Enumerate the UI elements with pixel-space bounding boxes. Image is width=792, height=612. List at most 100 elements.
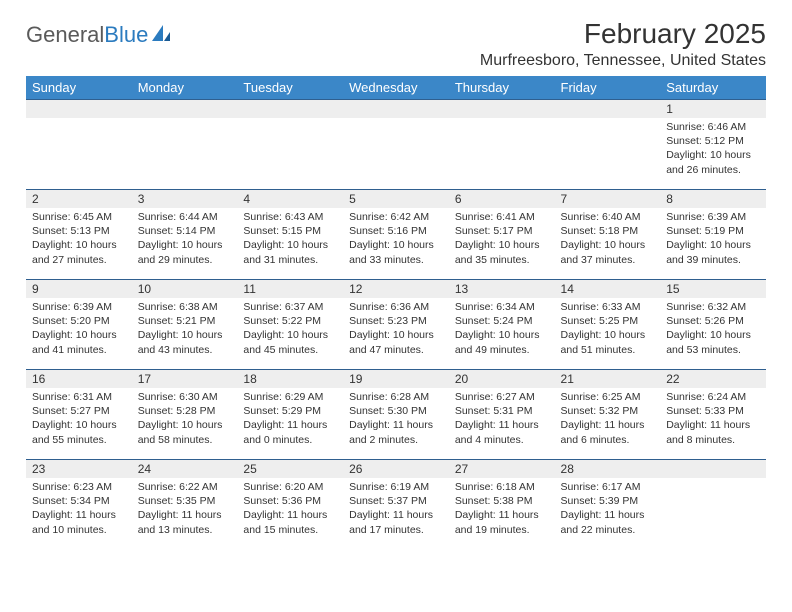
day-number: 27	[449, 460, 555, 478]
day-detail: Sunrise: 6:27 AMSunset: 5:31 PMDaylight:…	[449, 388, 555, 451]
day-number: 21	[555, 370, 661, 388]
day-detail: Sunrise: 6:20 AMSunset: 5:36 PMDaylight:…	[237, 478, 343, 541]
calendar-cell: 26Sunrise: 6:19 AMSunset: 5:37 PMDayligh…	[343, 460, 449, 550]
day-number: 1	[660, 100, 766, 118]
calendar-cell	[237, 100, 343, 190]
day-number-empty	[26, 100, 132, 118]
day-detail: Sunrise: 6:41 AMSunset: 5:17 PMDaylight:…	[449, 208, 555, 271]
day-detail: Sunrise: 6:24 AMSunset: 5:33 PMDaylight:…	[660, 388, 766, 451]
day-number: 22	[660, 370, 766, 388]
day-detail: Sunrise: 6:33 AMSunset: 5:25 PMDaylight:…	[555, 298, 661, 361]
weekday-header: Tuesday	[237, 76, 343, 100]
day-detail: Sunrise: 6:37 AMSunset: 5:22 PMDaylight:…	[237, 298, 343, 361]
day-detail: Sunrise: 6:22 AMSunset: 5:35 PMDaylight:…	[132, 478, 238, 541]
day-detail: Sunrise: 6:34 AMSunset: 5:24 PMDaylight:…	[449, 298, 555, 361]
calendar-cell: 1Sunrise: 6:46 AMSunset: 5:12 PMDaylight…	[660, 100, 766, 190]
day-number: 8	[660, 190, 766, 208]
calendar-cell: 18Sunrise: 6:29 AMSunset: 5:29 PMDayligh…	[237, 370, 343, 460]
weekday-header: Monday	[132, 76, 238, 100]
day-number: 11	[237, 280, 343, 298]
day-number: 2	[26, 190, 132, 208]
weekday-header: Saturday	[660, 76, 766, 100]
day-detail: Sunrise: 6:28 AMSunset: 5:30 PMDaylight:…	[343, 388, 449, 451]
title-block: February 2025 Murfreesboro, Tennessee, U…	[480, 18, 766, 70]
day-number: 17	[132, 370, 238, 388]
calendar-cell: 7Sunrise: 6:40 AMSunset: 5:18 PMDaylight…	[555, 190, 661, 280]
sail-icon	[151, 22, 171, 48]
weekday-header: Sunday	[26, 76, 132, 100]
day-detail: Sunrise: 6:39 AMSunset: 5:19 PMDaylight:…	[660, 208, 766, 271]
calendar-cell	[660, 460, 766, 550]
weekday-header: Friday	[555, 76, 661, 100]
calendar-row: 23Sunrise: 6:23 AMSunset: 5:34 PMDayligh…	[26, 460, 766, 550]
day-detail: Sunrise: 6:40 AMSunset: 5:18 PMDaylight:…	[555, 208, 661, 271]
calendar-cell: 15Sunrise: 6:32 AMSunset: 5:26 PMDayligh…	[660, 280, 766, 370]
day-number: 26	[343, 460, 449, 478]
calendar-cell	[555, 100, 661, 190]
calendar-cell: 28Sunrise: 6:17 AMSunset: 5:39 PMDayligh…	[555, 460, 661, 550]
calendar-body: 1Sunrise: 6:46 AMSunset: 5:12 PMDaylight…	[26, 100, 766, 550]
calendar-cell: 9Sunrise: 6:39 AMSunset: 5:20 PMDaylight…	[26, 280, 132, 370]
day-detail: Sunrise: 6:42 AMSunset: 5:16 PMDaylight:…	[343, 208, 449, 271]
day-number-empty	[555, 100, 661, 118]
day-number: 28	[555, 460, 661, 478]
month-title: February 2025	[480, 18, 766, 50]
calendar-cell: 17Sunrise: 6:30 AMSunset: 5:28 PMDayligh…	[132, 370, 238, 460]
calendar-row: 1Sunrise: 6:46 AMSunset: 5:12 PMDaylight…	[26, 100, 766, 190]
day-detail: Sunrise: 6:29 AMSunset: 5:29 PMDaylight:…	[237, 388, 343, 451]
calendar-cell: 27Sunrise: 6:18 AMSunset: 5:38 PMDayligh…	[449, 460, 555, 550]
day-detail: Sunrise: 6:32 AMSunset: 5:26 PMDaylight:…	[660, 298, 766, 361]
day-number: 16	[26, 370, 132, 388]
day-number: 10	[132, 280, 238, 298]
day-detail: Sunrise: 6:45 AMSunset: 5:13 PMDaylight:…	[26, 208, 132, 271]
calendar-cell: 10Sunrise: 6:38 AMSunset: 5:21 PMDayligh…	[132, 280, 238, 370]
day-detail: Sunrise: 6:23 AMSunset: 5:34 PMDaylight:…	[26, 478, 132, 541]
day-number: 9	[26, 280, 132, 298]
day-number-empty	[132, 100, 238, 118]
day-detail: Sunrise: 6:36 AMSunset: 5:23 PMDaylight:…	[343, 298, 449, 361]
day-detail: Sunrise: 6:19 AMSunset: 5:37 PMDaylight:…	[343, 478, 449, 541]
header: GeneralBlue February 2025 Murfreesboro, …	[26, 18, 766, 70]
calendar-row: 9Sunrise: 6:39 AMSunset: 5:20 PMDaylight…	[26, 280, 766, 370]
day-number: 4	[237, 190, 343, 208]
day-detail: Sunrise: 6:25 AMSunset: 5:32 PMDaylight:…	[555, 388, 661, 451]
day-number-empty	[343, 100, 449, 118]
day-detail: Sunrise: 6:46 AMSunset: 5:12 PMDaylight:…	[660, 118, 766, 181]
calendar-table: SundayMondayTuesdayWednesdayThursdayFrid…	[26, 76, 766, 550]
day-number: 13	[449, 280, 555, 298]
calendar-cell: 13Sunrise: 6:34 AMSunset: 5:24 PMDayligh…	[449, 280, 555, 370]
day-number: 7	[555, 190, 661, 208]
calendar-cell	[449, 100, 555, 190]
day-number-empty	[449, 100, 555, 118]
weekday-header: Thursday	[449, 76, 555, 100]
day-number: 24	[132, 460, 238, 478]
calendar-row: 2Sunrise: 6:45 AMSunset: 5:13 PMDaylight…	[26, 190, 766, 280]
calendar-cell: 6Sunrise: 6:41 AMSunset: 5:17 PMDaylight…	[449, 190, 555, 280]
weekday-header: Wednesday	[343, 76, 449, 100]
calendar-cell	[26, 100, 132, 190]
day-number: 14	[555, 280, 661, 298]
weekday-header-row: SundayMondayTuesdayWednesdayThursdayFrid…	[26, 76, 766, 100]
day-detail: Sunrise: 6:38 AMSunset: 5:21 PMDaylight:…	[132, 298, 238, 361]
logo-word-1: General	[26, 22, 104, 48]
day-number-empty	[660, 460, 766, 478]
calendar-cell: 11Sunrise: 6:37 AMSunset: 5:22 PMDayligh…	[237, 280, 343, 370]
day-number: 15	[660, 280, 766, 298]
calendar-cell: 12Sunrise: 6:36 AMSunset: 5:23 PMDayligh…	[343, 280, 449, 370]
day-number: 3	[132, 190, 238, 208]
calendar-cell	[132, 100, 238, 190]
day-detail: Sunrise: 6:43 AMSunset: 5:15 PMDaylight:…	[237, 208, 343, 271]
day-detail: Sunrise: 6:31 AMSunset: 5:27 PMDaylight:…	[26, 388, 132, 451]
calendar-cell: 24Sunrise: 6:22 AMSunset: 5:35 PMDayligh…	[132, 460, 238, 550]
calendar-cell: 8Sunrise: 6:39 AMSunset: 5:19 PMDaylight…	[660, 190, 766, 280]
day-detail: Sunrise: 6:18 AMSunset: 5:38 PMDaylight:…	[449, 478, 555, 541]
calendar-cell: 23Sunrise: 6:23 AMSunset: 5:34 PMDayligh…	[26, 460, 132, 550]
location: Murfreesboro, Tennessee, United States	[480, 52, 766, 70]
day-detail: Sunrise: 6:30 AMSunset: 5:28 PMDaylight:…	[132, 388, 238, 451]
day-number: 12	[343, 280, 449, 298]
calendar-cell	[343, 100, 449, 190]
day-number: 25	[237, 460, 343, 478]
day-detail: Sunrise: 6:39 AMSunset: 5:20 PMDaylight:…	[26, 298, 132, 361]
day-number: 23	[26, 460, 132, 478]
logo-word-2: Blue	[104, 22, 148, 48]
